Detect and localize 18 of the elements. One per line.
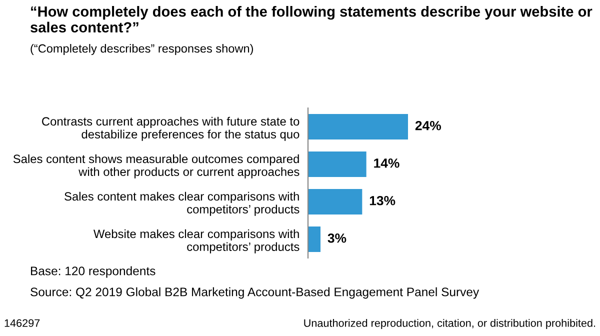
y-tick-label: Contrasts current approaches with future state to destabilize preferences for the status quo	[42, 116, 300, 141]
text: 146297	[4, 319, 40, 327]
bar	[308, 152, 366, 177]
text: Base: 120 respondents	[31, 266, 156, 278]
source-note: Source: Q2 2019 Global B2B Marketing Account-Based Engagement Panel Survey	[30, 287, 480, 299]
bar	[308, 114, 408, 140]
y-tick-label: Sales content makes clear comparisons with competitors’ products	[64, 192, 300, 216]
bar	[308, 226, 320, 252]
data-label: 14%	[374, 158, 400, 168]
y-tick-label: Website makes clear comparisons with competitors’ products	[93, 229, 300, 254]
y-tick-label: Sales content shows measurable outcomes compared with other products or current approaches	[13, 154, 300, 178]
chart-title: “How completely does each of the following statements describe your website or sales content?”	[30, 6, 592, 32]
data-label: 3%	[328, 233, 346, 243]
text: (“Completely describes” responses shown)	[30, 44, 253, 56]
text: Unauthorized reproduction, citation, or distribution prohibited.	[304, 318, 596, 330]
data-label: 13%	[370, 196, 396, 206]
data-label: 24%	[415, 120, 442, 130]
bar	[308, 189, 362, 214]
